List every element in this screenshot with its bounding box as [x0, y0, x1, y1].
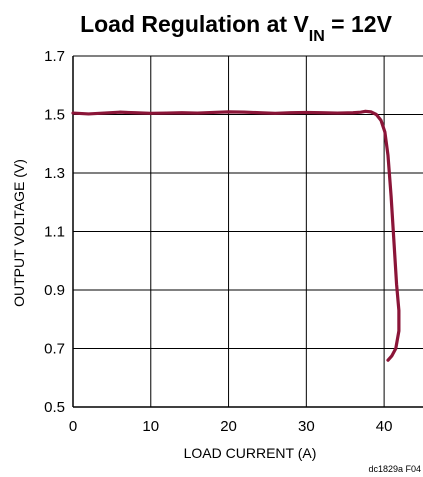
x-tick-label: 10 — [142, 418, 159, 435]
figure-code: dc1829a F04 — [368, 464, 421, 474]
x-tick-label: 30 — [298, 418, 315, 435]
chart-title-tail: = 12V — [325, 11, 393, 37]
y-tick-label: 0.9 — [44, 282, 65, 299]
y-tick-label: 1.3 — [44, 165, 65, 182]
x-axis-label: LOAD CURRENT (A) — [184, 445, 317, 461]
y-tick-label: 1.5 — [44, 107, 65, 124]
y-tick-label: 0.5 — [44, 399, 65, 416]
tick-labels: 0 10 20 30 40 0.5 0.7 0.9 1.1 1.3 1.5 1.7 — [44, 48, 392, 435]
y-tick-label: 1.7 — [44, 48, 65, 65]
series-layer — [71, 109, 401, 362]
x-tick-label: 40 — [376, 418, 393, 435]
y-tick-label: 1.1 — [44, 224, 65, 241]
grid-layer — [72, 55, 423, 407]
chart-title-subscript: IN — [309, 28, 325, 45]
y-axis-label: OUTPUT VOLTAGE (V) — [11, 159, 27, 307]
x-tick-label: 0 — [69, 418, 77, 435]
chart-title: Load Regulation at VIN = 12V — [80, 11, 393, 45]
y-tick-label: 0.7 — [44, 341, 65, 358]
x-tick-label: 20 — [220, 418, 237, 435]
series-line — [71, 109, 401, 362]
chart-title-main: Load Regulation at V — [80, 11, 309, 37]
